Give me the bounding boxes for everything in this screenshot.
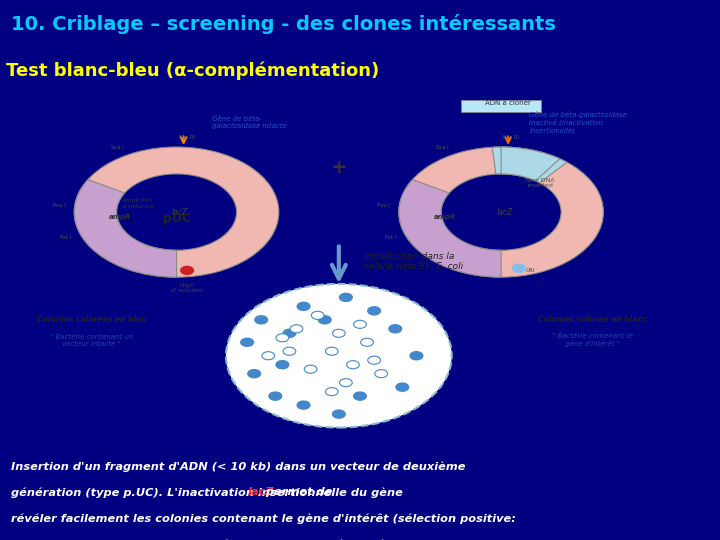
Text: Colonies colorée en blanc: Colonies colorée en blanc [538,315,647,325]
Text: Gène de béta-galactosidase
inactivé (inactivation
insertionelle): Gène de béta-galactosidase inactivé (ina… [529,111,627,134]
Text: " Bactérie contenant le
gène d'intérêt ": " Bactérie contenant le gène d'intérêt " [552,333,634,347]
Circle shape [361,338,374,346]
Circle shape [375,370,387,377]
Text: Eco RI: Eco RI [503,135,519,140]
Text: ADN à cloner: ADN à cloner [485,100,531,106]
Circle shape [290,325,303,333]
Circle shape [283,329,296,338]
Circle shape [333,410,345,418]
Text: " Bactérie contenant un
vecteur intacte ": " Bactérie contenant un vecteur intacte … [50,334,134,347]
Text: Eco RI: Eco RI [179,135,195,140]
Text: Test blanc-bleu (α-complémentation): Test blanc-bleu (α-complémentation) [6,62,379,80]
Circle shape [276,334,289,342]
Circle shape [240,338,253,346]
Circle shape [283,347,296,355]
Circle shape [333,329,345,338]
Circle shape [297,401,310,409]
Circle shape [513,264,525,272]
Circle shape [368,356,380,365]
Text: Pst I: Pst I [60,235,71,240]
Text: Sca I: Sca I [436,145,449,150]
Text: lacZ: lacZ [172,207,188,217]
Text: Pvu I: Pvu I [377,203,390,208]
Circle shape [340,293,352,301]
Circle shape [276,361,289,369]
Text: 10. Criblage – screening - des clones intéressants: 10. Criblage – screening - des clones in… [11,15,556,35]
Circle shape [354,320,366,328]
Text: Ampicillin
resistance: Ampicillin resistance [122,198,154,208]
Text: Origin
of replication: Origin of replication [171,282,203,293]
Circle shape [325,347,338,355]
Circle shape [368,307,380,315]
Circle shape [255,316,268,324]
Circle shape [311,311,324,319]
Wedge shape [501,147,560,181]
Text: Pvu I: Pvu I [53,203,66,208]
Circle shape [181,266,194,274]
Circle shape [340,379,352,387]
Text: ampR: ampR [433,214,456,220]
Text: Introduction dans la
cellule hôte Ex. E. coli: Introduction dans la cellule hôte Ex. E.… [364,252,463,271]
Text: Insertion d'un fragment d'ADN (< 10 kb) dans un vecteur de deuxième: Insertion d'un fragment d'ADN (< 10 kb) … [11,461,465,471]
Circle shape [305,365,317,373]
Circle shape [226,284,451,428]
Circle shape [262,352,274,360]
Text: +: + [330,158,347,177]
Text: pUC: pUC [163,212,191,225]
Circle shape [269,392,282,400]
Circle shape [396,383,409,391]
Text: ampR: ampR [109,214,132,220]
Text: colonies blanche). Le milieu de sélection est supplémenté par l'ampicilline.: colonies blanche). Le milieu de sélectio… [11,539,495,540]
Wedge shape [399,147,603,277]
Circle shape [410,352,423,360]
Circle shape [248,370,261,377]
Text: ORI: ORI [526,268,536,273]
Circle shape [354,392,366,400]
Text: révéler facilement les colonies contenant le gène d'intérêt (sélection positive:: révéler facilement les colonies contenan… [11,513,516,524]
Text: New DNA
inserted: New DNA inserted [525,178,554,188]
Wedge shape [492,147,567,183]
FancyBboxPatch shape [461,100,541,112]
Circle shape [346,361,359,369]
Text: permet de: permet de [262,487,333,497]
Text: Sca I: Sca I [112,145,124,150]
Text: Pst I: Pst I [385,235,396,240]
Circle shape [297,302,310,310]
Text: génération (type p.UC). L'inactivation insertionnelle du gène: génération (type p.UC). L'inactivation i… [11,487,407,498]
Wedge shape [399,179,501,277]
Text: Gène de béta-
galactosidase intacte: Gène de béta- galactosidase intacte [212,116,287,129]
Text: lacZ: lacZ [497,207,513,217]
Text: lacZ: lacZ [247,487,274,497]
Circle shape [318,316,331,324]
Circle shape [325,388,338,396]
Wedge shape [74,179,176,277]
Text: Colonies colorées en bleu: Colonies colorées en bleu [37,315,147,325]
Wedge shape [74,147,279,277]
Circle shape [389,325,402,333]
